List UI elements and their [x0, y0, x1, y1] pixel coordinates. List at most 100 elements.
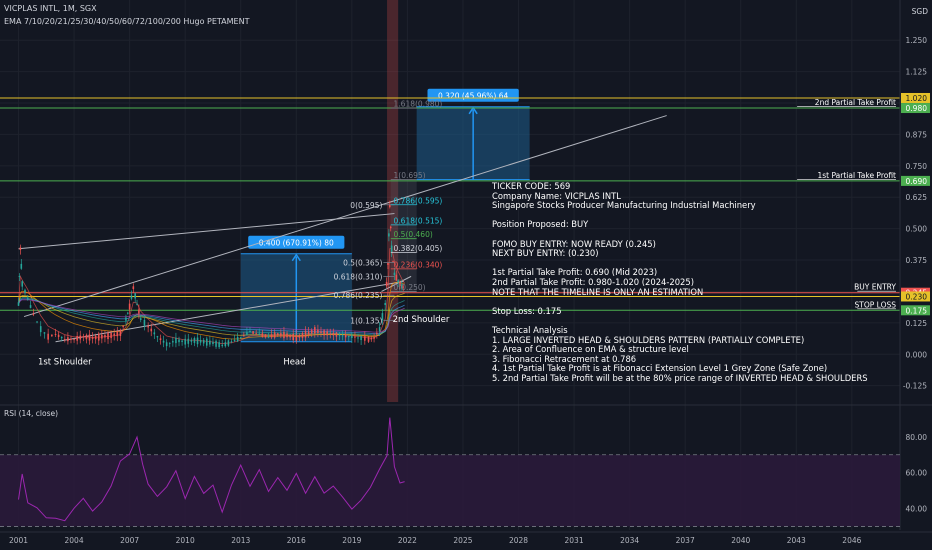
note-line: FOMO BUY ENTRY: NOW READY (0.245) [492, 238, 656, 249]
candle [329, 333, 332, 335]
price-tag-label: 0.230 [906, 292, 928, 301]
candle [246, 332, 248, 336]
candle [392, 260, 394, 262]
candle [335, 332, 338, 337]
candle [395, 274, 398, 281]
candle [236, 336, 239, 342]
candle [390, 245, 393, 252]
candle [178, 339, 180, 343]
time-tick-label: 2037 [676, 536, 695, 545]
candle [399, 281, 401, 286]
note-line: 1st Partial Take Profit: 0.690 (Mid 2023… [492, 267, 658, 278]
rsi-label: RSI (14, close) [4, 409, 58, 418]
note-line: 5. 2nd Partial Take Profit will be at th… [492, 372, 868, 383]
ema-indicator-legend: EMA 7/10/20/21/25/30/40/50/60/72/100/200… [4, 17, 250, 26]
candle [20, 263, 23, 269]
time-tick-label: 2010 [176, 536, 195, 545]
candle [91, 336, 94, 339]
rsi-band [0, 454, 900, 527]
candle [107, 332, 109, 340]
candle [267, 336, 270, 338]
candle [18, 276, 21, 278]
price-tick-label: 0.625 [906, 193, 928, 202]
note-line: NOTE THAT THE TIMELINE IS ONLY AN ESTIMA… [492, 286, 704, 297]
candle [354, 336, 356, 338]
candle [136, 303, 138, 305]
candle [57, 334, 60, 337]
price-tick-label: 0.500 [906, 225, 928, 234]
candle [119, 329, 122, 336]
candle [205, 338, 208, 346]
measure-label: 0.400 (670.91%) 80 [259, 238, 334, 247]
candle [292, 333, 295, 341]
candle [130, 295, 133, 299]
time-tick-label: 2031 [565, 536, 584, 545]
candle [156, 336, 159, 338]
candle [258, 333, 261, 335]
price-tag-label: 0.175 [906, 306, 928, 315]
price-tag-label: 0.690 [906, 177, 928, 186]
candle [168, 342, 171, 344]
candle [344, 334, 347, 338]
candle [364, 336, 366, 341]
candle [351, 335, 353, 339]
candle [367, 336, 370, 342]
candle [43, 332, 46, 334]
price-tag-label: 1.020 [906, 94, 928, 103]
candle [162, 340, 165, 343]
candle [24, 289, 26, 294]
candle [97, 333, 100, 341]
time-tick-label: 2004 [65, 536, 84, 545]
candle [126, 312, 129, 314]
note-line: 4. 1st Partial Take Profit is at Fibonac… [492, 363, 828, 374]
candle [215, 340, 217, 347]
price-tag [901, 103, 930, 114]
candle [147, 325, 149, 328]
price-tick-label: 0.875 [906, 130, 928, 139]
candle [172, 340, 174, 343]
candle [82, 336, 85, 338]
candle [239, 337, 242, 339]
fib-extension-label: 0.5(0.460) [394, 230, 433, 239]
fib-retracement-label: 1(0.135) [350, 316, 382, 325]
candle [218, 342, 220, 348]
time-tick-label: 2025 [453, 536, 472, 545]
candle [139, 318, 142, 320]
candle [221, 344, 224, 347]
candle [113, 333, 115, 336]
candle [85, 334, 88, 340]
note-line: 2nd Partial Take Profit: 0.980-1.020 (20… [492, 276, 694, 287]
candle [181, 340, 183, 342]
candle [385, 281, 388, 286]
candle [298, 335, 301, 338]
candle [249, 330, 251, 333]
price-tick-label: 1.125 [906, 68, 928, 77]
price-tag [901, 92, 930, 103]
candle [32, 313, 35, 315]
time-tick-label: 2043 [787, 536, 806, 545]
candle [310, 330, 313, 334]
trendline [23, 115, 667, 318]
candle [132, 286, 135, 290]
candle [360, 335, 362, 341]
time-tick-label: 2028 [509, 536, 528, 545]
candle [202, 339, 205, 344]
candle [138, 309, 140, 314]
time-tick-label: 2007 [120, 536, 139, 545]
note-line: Technical Analysis [492, 324, 568, 335]
candle [122, 325, 124, 327]
candle [36, 321, 38, 323]
trendline [381, 275, 412, 292]
candle [101, 334, 103, 339]
candle [370, 337, 373, 340]
candle [264, 334, 267, 338]
measure-arrowhead [291, 253, 301, 262]
measure-label: 0.320 (45.96%) 64 [438, 91, 508, 100]
note-line: 2. Area of Confluence on EMA & structure… [492, 344, 689, 355]
candle [338, 334, 341, 336]
candle [143, 319, 146, 326]
candle [402, 286, 405, 288]
pattern-label-head: Head [283, 357, 305, 367]
candle [47, 333, 49, 340]
